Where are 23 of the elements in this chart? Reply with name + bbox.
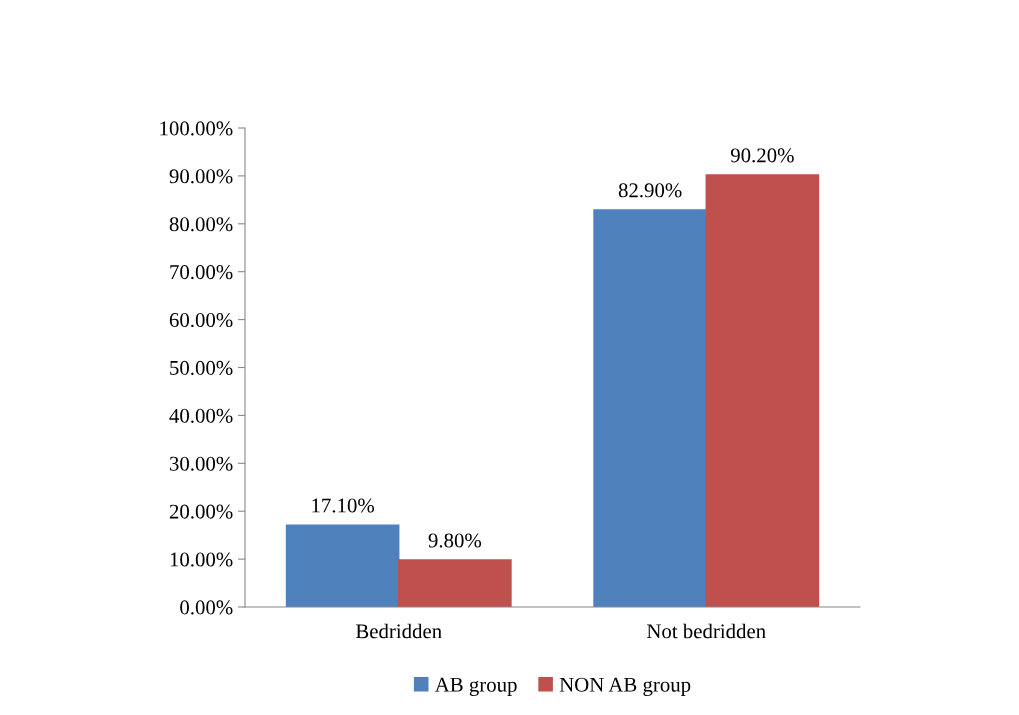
y-tick-label: 20.00% — [169, 504, 233, 519]
y-tick-label: 80.00% — [169, 217, 233, 232]
data-label: 90.20% — [730, 148, 794, 163]
y-tick-label: 100.00% — [160, 121, 233, 136]
legend-label: AB group — [434, 677, 517, 697]
y-tick-label: 70.00% — [170, 265, 233, 280]
data-label: 82.90% — [618, 183, 682, 198]
x-tick-label: Bedridden — [355, 623, 442, 639]
data-label: 17.10% — [312, 498, 375, 513]
y-tick-label: 30.00% — [169, 456, 233, 471]
y-tick-label: 0.00% — [180, 600, 233, 615]
y-tick-label: 50.00% — [170, 360, 233, 376]
legend-label: NON AB group — [559, 677, 691, 697]
bar — [593, 209, 707, 607]
bar — [398, 559, 512, 607]
bar — [285, 524, 400, 607]
x-tick-label: Not bedridden — [646, 623, 766, 639]
y-tick-label: 60.00% — [169, 312, 233, 328]
y-tick-label: 10.00% — [170, 552, 233, 567]
y-tick-label: 40.00% — [169, 408, 233, 423]
y-tick-label: 90.00% — [169, 169, 233, 184]
bar — [705, 174, 820, 607]
data-label: 9.80% — [428, 533, 482, 548]
